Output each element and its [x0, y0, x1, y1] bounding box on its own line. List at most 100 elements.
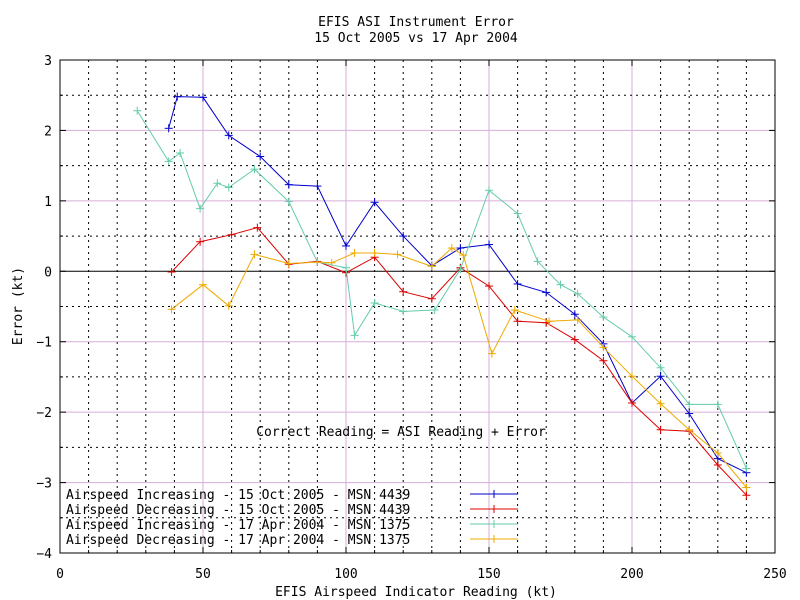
data-point: [284, 180, 293, 189]
x-tick-label: 250: [763, 567, 786, 582]
x-tick-label: 0: [56, 567, 64, 582]
data-point: [196, 237, 205, 246]
data-point: [685, 409, 694, 418]
series-layer: [133, 92, 751, 500]
data-point: [599, 356, 608, 365]
data-point: [224, 183, 233, 192]
legend-entry: Airspeed Increasing - 15 Oct 2005 - MSN …: [66, 488, 518, 503]
data-point: [456, 265, 465, 274]
data-point: [227, 230, 236, 239]
series-4: [167, 244, 751, 492]
legend: Airspeed Increasing - 15 Oct 2005 - MSN …: [66, 488, 518, 548]
data-point: [742, 483, 751, 492]
data-point: [713, 400, 722, 409]
data-point: [713, 448, 722, 457]
legend-label: Airspeed Decreasing - 17 Apr 2004 - MSN …: [66, 533, 410, 548]
data-point: [513, 317, 522, 326]
y-tick-label: −4: [36, 547, 52, 562]
data-point: [656, 425, 665, 434]
legend-label: Airspeed Increasing - 17 Apr 2004 - MSN …: [66, 518, 410, 533]
y-tick-label: −2: [36, 406, 52, 421]
x-tick-label: 200: [620, 567, 643, 582]
data-point: [342, 241, 350, 250]
x-tick-label: 50: [195, 567, 211, 582]
axis-ticks: [59, 59, 776, 554]
data-point: [533, 257, 542, 266]
data-point: [327, 258, 336, 267]
data-point: [656, 399, 665, 408]
series-3: [133, 106, 751, 473]
data-point: [430, 306, 439, 315]
data-point: [573, 315, 582, 324]
data-point: [176, 148, 185, 157]
data-point: [370, 198, 379, 207]
series-line: [168, 96, 747, 474]
data-point: [399, 307, 408, 316]
data-point: [742, 491, 751, 500]
data-point: [485, 282, 493, 291]
data-point: [313, 258, 322, 267]
y-tick-label: −3: [36, 477, 52, 492]
data-point: [350, 248, 359, 257]
chart-subtitle: 15 Oct 2005 vs 17 Apr 2004: [314, 31, 518, 46]
data-point: [224, 301, 233, 310]
y-tick-label: 3: [44, 54, 52, 69]
y-tick-label: 1: [44, 195, 52, 210]
grid: [60, 60, 775, 553]
x-tick-label: 150: [477, 567, 500, 582]
data-point: [350, 331, 359, 340]
data-point: [199, 93, 207, 102]
data-point: [656, 372, 665, 381]
data-point: [510, 306, 519, 315]
series-1: [164, 92, 751, 477]
data-point: [487, 349, 496, 358]
data-point: [427, 294, 436, 303]
data-point: [284, 197, 293, 206]
data-point: [284, 259, 293, 268]
data-point: [599, 313, 608, 322]
data-point: [167, 305, 176, 314]
data-point: [164, 124, 173, 133]
x-axis-label: EFIS Airspeed Indicator Reading (kt): [275, 585, 557, 600]
data-point: [250, 250, 259, 259]
data-point: [573, 289, 582, 298]
data-point: [167, 267, 176, 276]
data-point: [713, 460, 722, 469]
data-point: [224, 131, 233, 140]
data-point: [542, 288, 551, 297]
data-point: [199, 280, 207, 289]
data-point: [250, 165, 259, 174]
data-point: [456, 244, 465, 253]
data-point: [628, 398, 636, 407]
data-point: [399, 287, 408, 296]
data-point: [570, 335, 579, 344]
tick-labels: 0 50 100 150 200 250 −4 −3 −2 −1 0 1 2 3: [36, 54, 786, 582]
data-point: [393, 250, 402, 259]
data-point: [599, 343, 608, 352]
annotation: Correct Reading = ASI Reading + Error: [256, 425, 546, 440]
data-point: [628, 372, 636, 381]
chart-title: EFIS ASI Instrument Error: [318, 15, 514, 30]
y-tick-label: 2: [44, 124, 52, 139]
data-point: [513, 209, 522, 218]
legend-entry: Airspeed Decreasing - 17 Apr 2004 - MSN …: [66, 533, 518, 548]
data-point: [313, 182, 322, 191]
legend-label: Airspeed Increasing - 15 Oct 2005 - MSN …: [66, 488, 410, 503]
legend-entry: Airspeed Decreasing - 15 Oct 2005 - MSN …: [66, 503, 518, 518]
legend-label: Airspeed Decreasing - 15 Oct 2005 - MSN …: [66, 503, 410, 518]
data-point: [447, 244, 456, 253]
data-point: [485, 240, 493, 249]
data-point: [742, 464, 751, 473]
data-point: [370, 248, 379, 257]
data-point: [685, 400, 694, 409]
series-2: [167, 223, 751, 500]
data-point: [173, 92, 182, 101]
data-point: [556, 280, 565, 289]
data-point: [399, 232, 408, 241]
data-point: [545, 317, 554, 326]
data-point: [256, 152, 265, 161]
data-point: [485, 186, 493, 195]
data-point: [628, 332, 636, 341]
series-line: [136, 110, 747, 469]
